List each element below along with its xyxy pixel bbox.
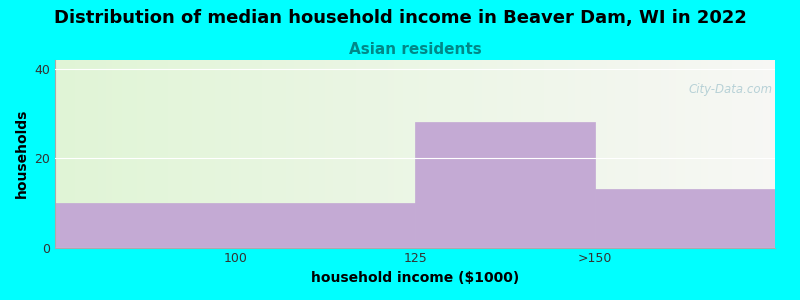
X-axis label: household income ($1000): household income ($1000) — [311, 271, 519, 285]
Title: Asian residents: Asian residents — [349, 42, 482, 57]
Bar — [595, 189, 775, 248]
Bar — [415, 122, 595, 248]
Text: Distribution of median household income in Beaver Dam, WI in 2022: Distribution of median household income … — [54, 9, 746, 27]
Bar — [55, 203, 415, 248]
Text: City-Data.com: City-Data.com — [689, 83, 773, 96]
Y-axis label: households: households — [15, 109, 29, 198]
